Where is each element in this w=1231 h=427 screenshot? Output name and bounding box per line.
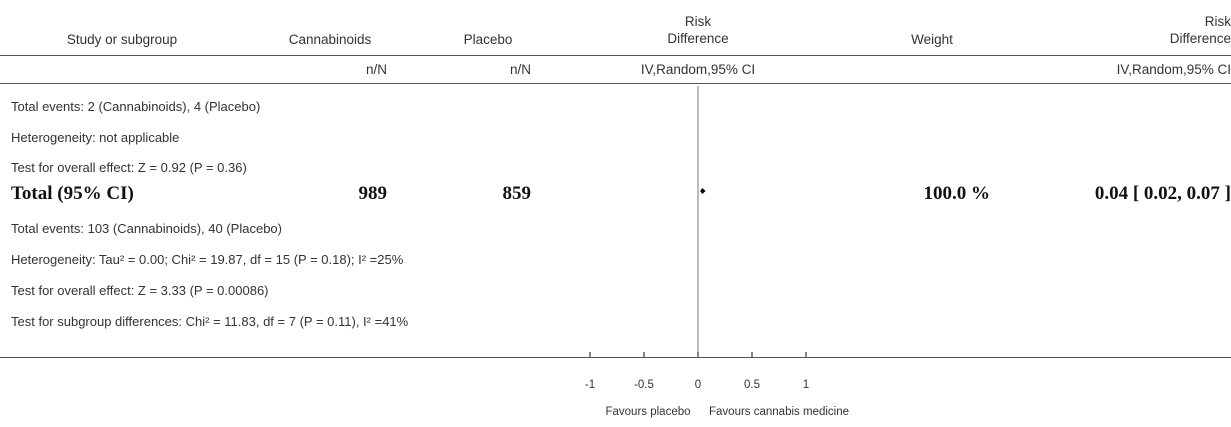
header-rd-line2: Difference	[1169, 31, 1231, 46]
header-rd-plot-line2: Difference	[667, 31, 729, 46]
header-study-col: Study or subgroup	[66, 32, 178, 47]
total-events: Total events: 103 (Cannabinoids), 40 (Pl…	[11, 221, 282, 236]
header-placebo-sub: n/N	[509, 62, 531, 77]
subgroup-total-events: Total events: 2 (Cannabinoids), 4 (Place…	[11, 99, 261, 114]
x-tick-label: -0.5	[634, 379, 654, 391]
header-divider-top	[0, 55, 1231, 56]
header-weight-col: Weight	[911, 32, 953, 47]
favours-placebo-label: Favours placebo	[605, 406, 691, 418]
x-tick-label: 0	[695, 379, 701, 391]
header-rd-plot-sub: IV,Random,95% CI	[640, 62, 756, 77]
header-placebo-col: Placebo	[463, 32, 513, 47]
x-tick-label: -1	[585, 379, 595, 391]
table-bottom-rule	[0, 357, 1231, 358]
header-cannabinoids-col: Cannabinoids	[288, 32, 372, 47]
subgroup-differences-test: Test for subgroup differences: Chi² = 11…	[11, 314, 409, 329]
x-tick-label: 1	[803, 379, 809, 391]
x-tick-label: 0.5	[744, 379, 760, 391]
header-rd-sub: IV,Random,95% CI	[1116, 62, 1231, 77]
total-label: Total (95% CI)	[11, 183, 134, 204]
total-overall-effect: Test for overall effect: Z = 3.33 (P = 0…	[11, 283, 269, 298]
header-divider-bottom	[0, 83, 1231, 84]
header-rd-plot-line1: Risk	[684, 14, 712, 29]
total-cannabinoids-n: 989	[358, 183, 388, 204]
pooled-estimate-diamond	[700, 188, 706, 194]
total-weight: 100.0 %	[923, 183, 991, 204]
total-risk-difference: 0.04 [ 0.02, 0.07 ]	[1094, 183, 1231, 204]
subgroup-overall-effect: Test for overall effect: Z = 0.92 (P = 0…	[11, 160, 247, 175]
total-placebo-n: 859	[502, 183, 532, 204]
header-cannabinoids-sub: n/N	[365, 62, 387, 77]
favours-cannabis-label: Favours cannabis medicine	[709, 406, 849, 418]
subgroup-heterogeneity: Heterogeneity: not applicable	[11, 130, 180, 145]
total-heterogeneity: Heterogeneity: Tau² = 0.00; Chi² = 19.87…	[11, 252, 404, 267]
header-rd-line1: Risk	[1204, 14, 1231, 29]
